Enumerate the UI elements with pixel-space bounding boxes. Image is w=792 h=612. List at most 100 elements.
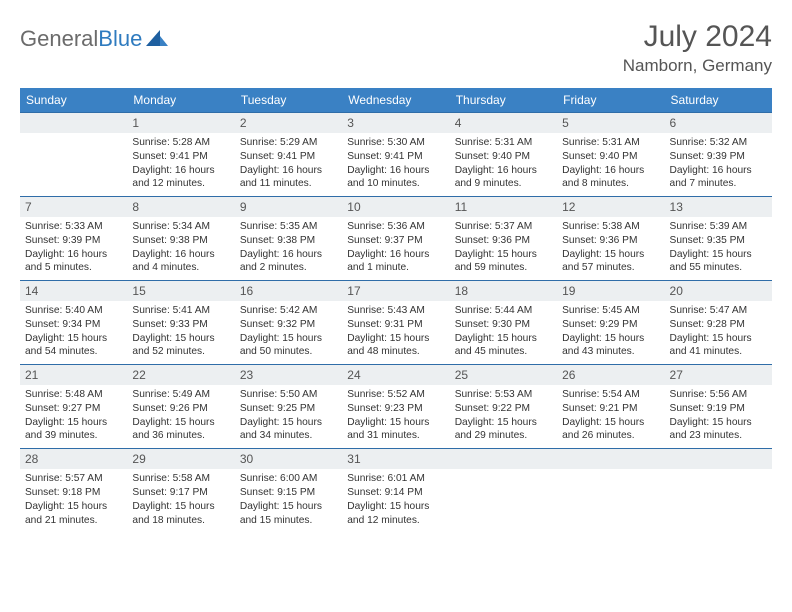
day-details: Sunrise: 5:45 AMSunset: 9:29 PMDaylight:… <box>557 301 664 364</box>
day-line: Sunset: 9:30 PM <box>455 318 552 332</box>
day-line: Daylight: 15 hours <box>240 500 337 514</box>
day-number: 3 <box>342 113 449 133</box>
day-line: Daylight: 15 hours <box>455 416 552 430</box>
day-line: Daylight: 15 hours <box>455 332 552 346</box>
day-line: Sunrise: 5:30 AM <box>347 136 444 150</box>
calendar-day-cell: 21Sunrise: 5:48 AMSunset: 9:27 PMDayligh… <box>20 365 127 449</box>
day-line: Sunrise: 5:36 AM <box>347 220 444 234</box>
weekday-header: Wednesday <box>342 88 449 113</box>
header: GeneralBlue July 2024 Namborn, Germany <box>20 20 772 76</box>
calendar-day-cell: 13Sunrise: 5:39 AMSunset: 9:35 PMDayligh… <box>665 197 772 281</box>
day-line: Daylight: 16 hours <box>25 248 122 262</box>
day-number: 27 <box>665 365 772 385</box>
day-details: Sunrise: 5:44 AMSunset: 9:30 PMDaylight:… <box>450 301 557 364</box>
day-line: and 8 minutes. <box>562 177 659 191</box>
day-details: Sunrise: 5:47 AMSunset: 9:28 PMDaylight:… <box>665 301 772 364</box>
day-line: Daylight: 16 hours <box>670 164 767 178</box>
day-line: and 50 minutes. <box>240 345 337 359</box>
day-line: Daylight: 15 hours <box>562 416 659 430</box>
day-line: Daylight: 15 hours <box>240 416 337 430</box>
day-details: Sunrise: 5:29 AMSunset: 9:41 PMDaylight:… <box>235 133 342 196</box>
day-line: Sunrise: 5:44 AM <box>455 304 552 318</box>
day-line: and 45 minutes. <box>455 345 552 359</box>
weekday-header: Monday <box>127 88 234 113</box>
day-line: Sunset: 9:19 PM <box>670 402 767 416</box>
weekday-header: Saturday <box>665 88 772 113</box>
calendar-day-cell <box>450 449 557 533</box>
day-line: and 36 minutes. <box>132 429 229 443</box>
day-number: 28 <box>20 449 127 469</box>
day-line: and 31 minutes. <box>347 429 444 443</box>
day-number: 17 <box>342 281 449 301</box>
calendar-day-cell: 10Sunrise: 5:36 AMSunset: 9:37 PMDayligh… <box>342 197 449 281</box>
title-block: July 2024 Namborn, Germany <box>623 20 772 76</box>
calendar-day-cell: 16Sunrise: 5:42 AMSunset: 9:32 PMDayligh… <box>235 281 342 365</box>
calendar-day-cell: 6Sunrise: 5:32 AMSunset: 9:39 PMDaylight… <box>665 113 772 197</box>
day-line: Sunrise: 5:29 AM <box>240 136 337 150</box>
day-line: Sunset: 9:39 PM <box>670 150 767 164</box>
day-number: 6 <box>665 113 772 133</box>
calendar-day-cell: 18Sunrise: 5:44 AMSunset: 9:30 PMDayligh… <box>450 281 557 365</box>
day-line: Sunrise: 5:34 AM <box>132 220 229 234</box>
day-number <box>450 449 557 469</box>
calendar-day-cell: 3Sunrise: 5:30 AMSunset: 9:41 PMDaylight… <box>342 113 449 197</box>
day-line: Sunset: 9:36 PM <box>562 234 659 248</box>
day-line: Sunrise: 5:49 AM <box>132 388 229 402</box>
day-line: and 48 minutes. <box>347 345 444 359</box>
day-details: Sunrise: 5:31 AMSunset: 9:40 PMDaylight:… <box>450 133 557 196</box>
day-line: Sunrise: 5:28 AM <box>132 136 229 150</box>
day-line: Sunset: 9:41 PM <box>347 150 444 164</box>
day-number: 19 <box>557 281 664 301</box>
day-number: 21 <box>20 365 127 385</box>
day-line: Sunset: 9:34 PM <box>25 318 122 332</box>
day-details: Sunrise: 5:41 AMSunset: 9:33 PMDaylight:… <box>127 301 234 364</box>
day-line: Daylight: 15 hours <box>240 332 337 346</box>
calendar-week-row: 28Sunrise: 5:57 AMSunset: 9:18 PMDayligh… <box>20 449 772 533</box>
day-details: Sunrise: 5:33 AMSunset: 9:39 PMDaylight:… <box>20 217 127 280</box>
calendar-day-cell: 28Sunrise: 5:57 AMSunset: 9:18 PMDayligh… <box>20 449 127 533</box>
day-number: 8 <box>127 197 234 217</box>
day-line: and 7 minutes. <box>670 177 767 191</box>
day-details: Sunrise: 5:54 AMSunset: 9:21 PMDaylight:… <box>557 385 664 448</box>
day-line: Sunset: 9:33 PM <box>132 318 229 332</box>
day-details: Sunrise: 5:38 AMSunset: 9:36 PMDaylight:… <box>557 217 664 280</box>
day-line: Daylight: 16 hours <box>562 164 659 178</box>
day-line: Sunrise: 5:56 AM <box>670 388 767 402</box>
calendar-day-cell: 2Sunrise: 5:29 AMSunset: 9:41 PMDaylight… <box>235 113 342 197</box>
day-line: Daylight: 15 hours <box>132 416 229 430</box>
calendar-day-cell <box>20 113 127 197</box>
calendar-day-cell: 19Sunrise: 5:45 AMSunset: 9:29 PMDayligh… <box>557 281 664 365</box>
day-line: and 29 minutes. <box>455 429 552 443</box>
day-details: Sunrise: 5:34 AMSunset: 9:38 PMDaylight:… <box>127 217 234 280</box>
day-line: Daylight: 16 hours <box>240 164 337 178</box>
day-details: Sunrise: 5:52 AMSunset: 9:23 PMDaylight:… <box>342 385 449 448</box>
day-details: Sunrise: 5:56 AMSunset: 9:19 PMDaylight:… <box>665 385 772 448</box>
day-number <box>20 113 127 133</box>
day-line: Sunset: 9:31 PM <box>347 318 444 332</box>
day-line: Sunset: 9:36 PM <box>455 234 552 248</box>
day-details: Sunrise: 5:42 AMSunset: 9:32 PMDaylight:… <box>235 301 342 364</box>
day-details: Sunrise: 5:40 AMSunset: 9:34 PMDaylight:… <box>20 301 127 364</box>
calendar-day-cell: 14Sunrise: 5:40 AMSunset: 9:34 PMDayligh… <box>20 281 127 365</box>
day-number: 12 <box>557 197 664 217</box>
day-line: Daylight: 16 hours <box>455 164 552 178</box>
day-line: Sunset: 9:32 PM <box>240 318 337 332</box>
calendar-week-row: 1Sunrise: 5:28 AMSunset: 9:41 PMDaylight… <box>20 113 772 197</box>
day-details: Sunrise: 5:57 AMSunset: 9:18 PMDaylight:… <box>20 469 127 532</box>
day-line: Sunset: 9:40 PM <box>455 150 552 164</box>
day-line: Sunset: 9:41 PM <box>132 150 229 164</box>
day-line: Daylight: 15 hours <box>670 416 767 430</box>
day-line: and 11 minutes. <box>240 177 337 191</box>
day-details: Sunrise: 5:49 AMSunset: 9:26 PMDaylight:… <box>127 385 234 448</box>
day-line: Sunrise: 5:33 AM <box>25 220 122 234</box>
calendar-week-row: 7Sunrise: 5:33 AMSunset: 9:39 PMDaylight… <box>20 197 772 281</box>
day-line: Daylight: 16 hours <box>132 164 229 178</box>
day-number: 26 <box>557 365 664 385</box>
day-line: Sunset: 9:41 PM <box>240 150 337 164</box>
day-line: Sunset: 9:37 PM <box>347 234 444 248</box>
day-details: Sunrise: 5:43 AMSunset: 9:31 PMDaylight:… <box>342 301 449 364</box>
day-line: Sunset: 9:25 PM <box>240 402 337 416</box>
day-line: Sunrise: 6:01 AM <box>347 472 444 486</box>
day-number: 20 <box>665 281 772 301</box>
day-line: and 15 minutes. <box>240 514 337 528</box>
